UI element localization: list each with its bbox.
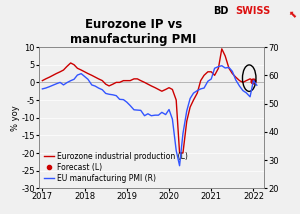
Point (251, 79, 256, 82)
Title: Eurozone IP vs
manufacturing PMI: Eurozone IP vs manufacturing PMI (70, 18, 197, 46)
Text: ⬆: ⬆ (286, 7, 299, 20)
Legend: Eurozone industrial production (L), Forecast (L), EU manufacturing PMI (R): Eurozone industrial production (L), Fore… (43, 151, 189, 184)
Text: SWISS: SWISS (236, 6, 271, 16)
Text: BD: BD (213, 6, 228, 16)
Y-axis label: % yoy: % yoy (11, 105, 20, 131)
